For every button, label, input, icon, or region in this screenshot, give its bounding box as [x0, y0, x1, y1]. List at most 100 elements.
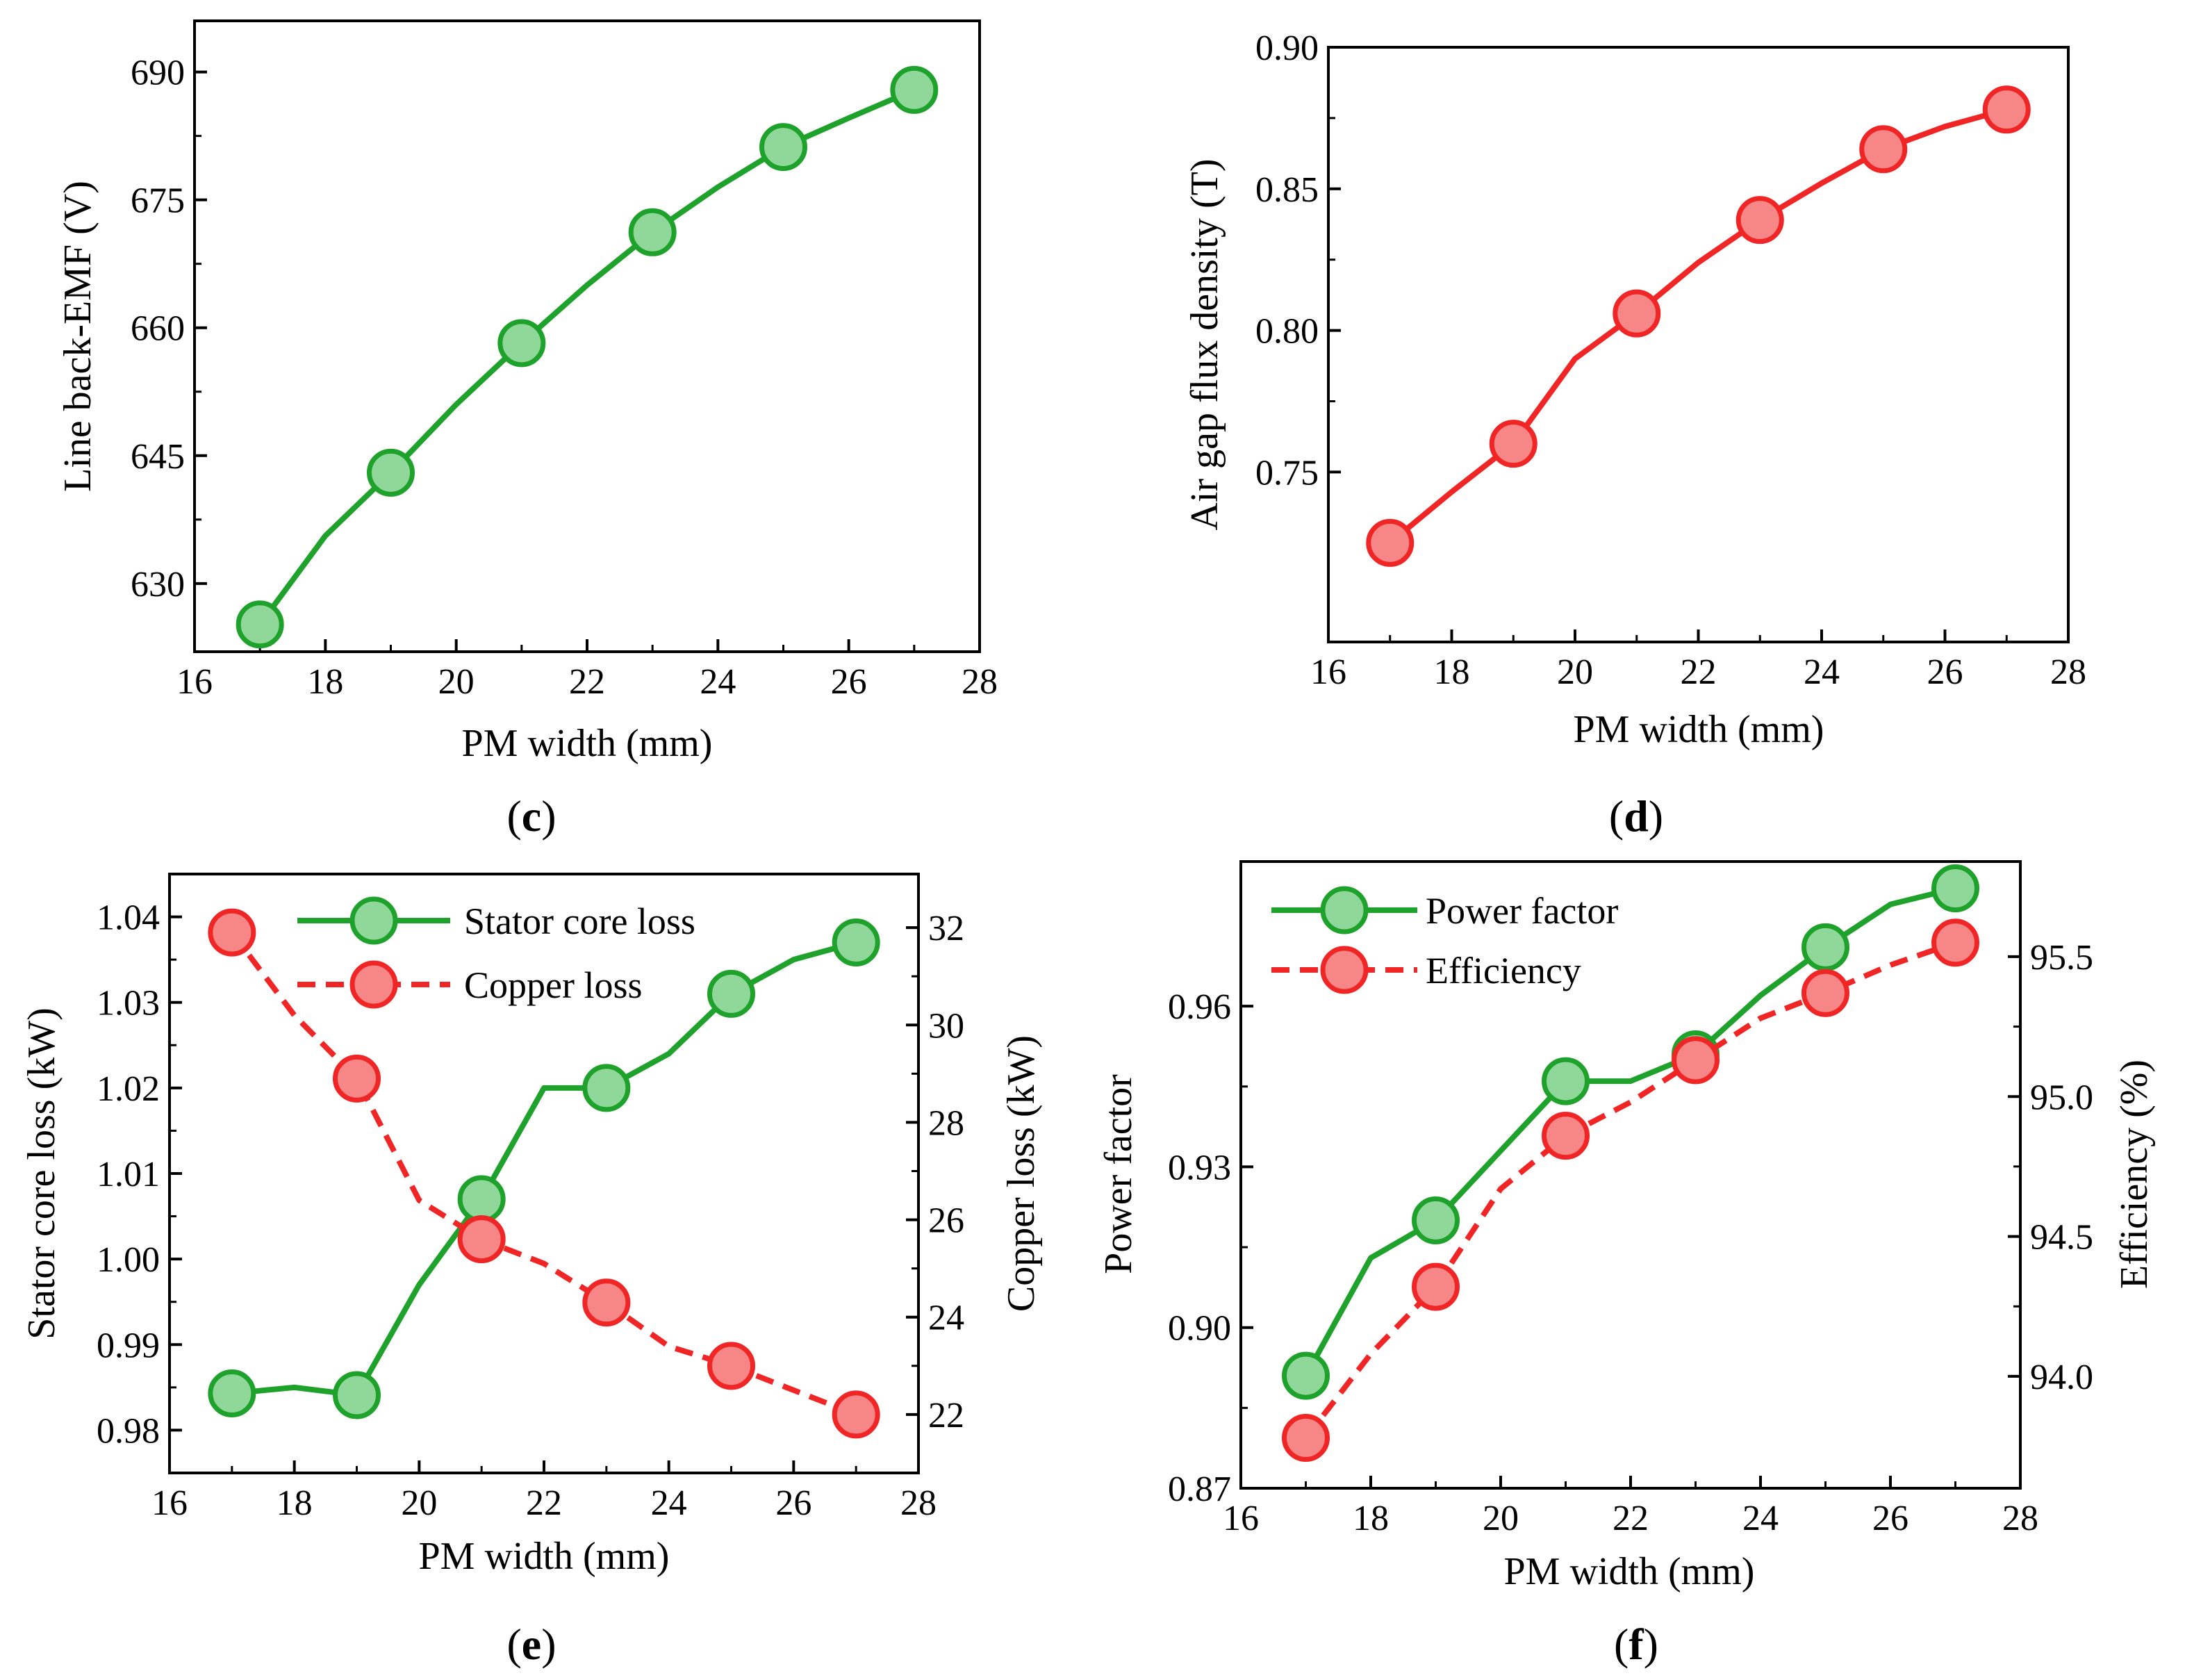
x-tick-label: 24	[1742, 1499, 1779, 1538]
y-tick-label: 675	[131, 181, 185, 221]
y-tick-label: 1.03	[97, 984, 160, 1023]
y-right-tick-label: 32	[928, 909, 964, 948]
x-tick-label: 22	[1681, 652, 1717, 692]
series-layer	[236, 65, 939, 649]
data-point	[457, 1215, 506, 1264]
x-tick-label: 16	[1310, 652, 1346, 692]
legend-label: Power factor	[1426, 890, 1618, 932]
x-tick-label: 28	[2002, 1499, 2038, 1538]
x-tick-label: 20	[401, 1483, 437, 1523]
data-point	[1282, 1414, 1330, 1463]
series-line-air-gap-flux-density	[1388, 106, 2008, 545]
x-tick-label: 18	[307, 662, 343, 702]
data-point	[582, 1064, 631, 1112]
data-point	[759, 123, 807, 172]
x-tick-label: 16	[151, 1483, 188, 1523]
x-tick-label: 26	[831, 662, 867, 702]
y-axis-label: Line back-EMF (V)	[56, 181, 99, 492]
x-axis-label: PM width (mm)	[1574, 708, 1824, 751]
y-tick-label: 0.98	[97, 1411, 160, 1451]
legend-swatch-marker	[1320, 886, 1369, 934]
data-point	[1672, 1036, 1720, 1085]
panel-label: (c)	[506, 791, 556, 841]
legend: Stator core loss Copper loss	[297, 896, 695, 1009]
y-axis-ticks: 0.75 0.80 0.85 0.90	[1255, 28, 1341, 493]
plot-frame	[1327, 46, 2070, 643]
y-right-tick-label: 28	[928, 1103, 964, 1143]
data-point	[208, 908, 256, 957]
x-axis-label: PM width (mm)	[1504, 1550, 1755, 1593]
y-tick-label: 0.93	[1168, 1148, 1231, 1187]
y-right-tick-label: 94.5	[2030, 1218, 2093, 1258]
data-point	[1801, 923, 1849, 971]
legend-label: Copper loss	[464, 964, 643, 1006]
x-tick-label: 24	[1804, 652, 1840, 692]
x-tick-label: 28	[2050, 652, 2086, 692]
series-layer	[1282, 864, 1979, 1463]
data-point	[1613, 289, 1661, 338]
data-point	[1542, 1112, 1590, 1160]
y-right-tick-label: 95.0	[2030, 1078, 2093, 1117]
data-point	[707, 1342, 755, 1390]
x-tick-label: 20	[1557, 652, 1593, 692]
x-tick-label: 28	[900, 1483, 937, 1523]
y-tick-label: 660	[131, 309, 185, 349]
y-axis-right-label: Copper loss (kW)	[1000, 1035, 1043, 1312]
legend-swatch-marker	[349, 960, 398, 1009]
series-line-efficiency	[1303, 939, 1956, 1440]
data-point	[1366, 518, 1415, 567]
panel-label: (e)	[506, 1620, 556, 1669]
x-axis-label: PM width (mm)	[419, 1535, 670, 1578]
y-tick-label: 0.85	[1255, 170, 1319, 210]
panel-c-back-emf: 16 18 20 22 24 26 28 630 645 660 675 690 PM width …	[56, 19, 998, 841]
data-point	[890, 65, 939, 114]
panel-d-flux-density: 16 18 20 22 24 26 28 0.75 0.80 0.85 0.90 PM width…	[1183, 28, 2086, 841]
series-line-stator-core-loss	[231, 939, 857, 1398]
y-tick-label: 0.90	[1168, 1309, 1231, 1349]
y-axis-ticks: 630 645 660 675 690	[131, 53, 207, 604]
y-right-tick-label: 22	[928, 1396, 964, 1435]
y-axis-right-ticks: 94.0 94.5 95.0 95.5	[2008, 938, 2093, 1397]
data-point	[1735, 196, 1784, 245]
y-tick-label: 1.04	[97, 898, 160, 938]
series-layer	[1366, 85, 2031, 567]
y-tick-label: 0.87	[1168, 1469, 1231, 1509]
legend-swatch-marker	[1320, 946, 1369, 994]
x-tick-label: 24	[651, 1483, 687, 1523]
y-tick-label: 0.96	[1168, 987, 1231, 1027]
x-tick-label: 16	[176, 662, 213, 702]
panel-f-power-factor-efficiency: 16 18 20 22 24 26 28 0.87 0.90 0.93 0.96 94.0 94.5…	[1097, 860, 2156, 1669]
data-point	[333, 1054, 381, 1103]
panel-e-losses: 16 18 20 22 24 26 28 0.98 0.99 1.00 1.01 1.02 1.03 1…	[20, 873, 1043, 1669]
legend-label: Efficiency	[1426, 950, 1581, 991]
series-line-line-back-emf	[257, 87, 916, 627]
data-point	[582, 1278, 631, 1327]
panel-letter: e	[522, 1620, 541, 1669]
x-axis-ticks: 16 18 20 22 24 26 28	[151, 1460, 937, 1523]
x-axis-ticks: 16 18 20 22 24 26 28	[1310, 629, 2086, 692]
y-right-tick-label: 26	[928, 1201, 964, 1241]
data-point	[1489, 420, 1537, 468]
y-tick-label: 630	[131, 565, 185, 604]
x-tick-label: 16	[1223, 1499, 1259, 1538]
panel-letter: d	[1624, 791, 1649, 841]
y-right-tick-label: 95.5	[2030, 938, 2093, 978]
data-point	[1931, 919, 1979, 967]
x-tick-label: 22	[1613, 1499, 1649, 1538]
data-point	[367, 448, 415, 497]
legend-label: Stator core loss	[464, 900, 695, 942]
y-tick-label: 1.00	[97, 1240, 160, 1280]
data-point	[1982, 85, 2031, 134]
y-axis-label: Air gap flux density (T)	[1183, 159, 1226, 531]
y-right-tick-label: 94.0	[2030, 1358, 2093, 1397]
series-line-power-factor	[1303, 885, 1956, 1378]
y-axis-right-ticks: 22 24 26 28 30 32	[906, 909, 964, 1435]
y-tick-label: 0.99	[97, 1326, 160, 1365]
y-axis-label: Stator core loss (kW)	[20, 1007, 63, 1339]
legend: Power factor Efficiency	[1271, 886, 1618, 994]
y-tick-label: 1.01	[97, 1155, 160, 1194]
x-tick-label: 26	[1927, 652, 1963, 692]
x-tick-label: 20	[1483, 1499, 1519, 1538]
x-axis-ticks: 16 18 20 22 24 26 28	[1223, 1476, 2038, 1538]
